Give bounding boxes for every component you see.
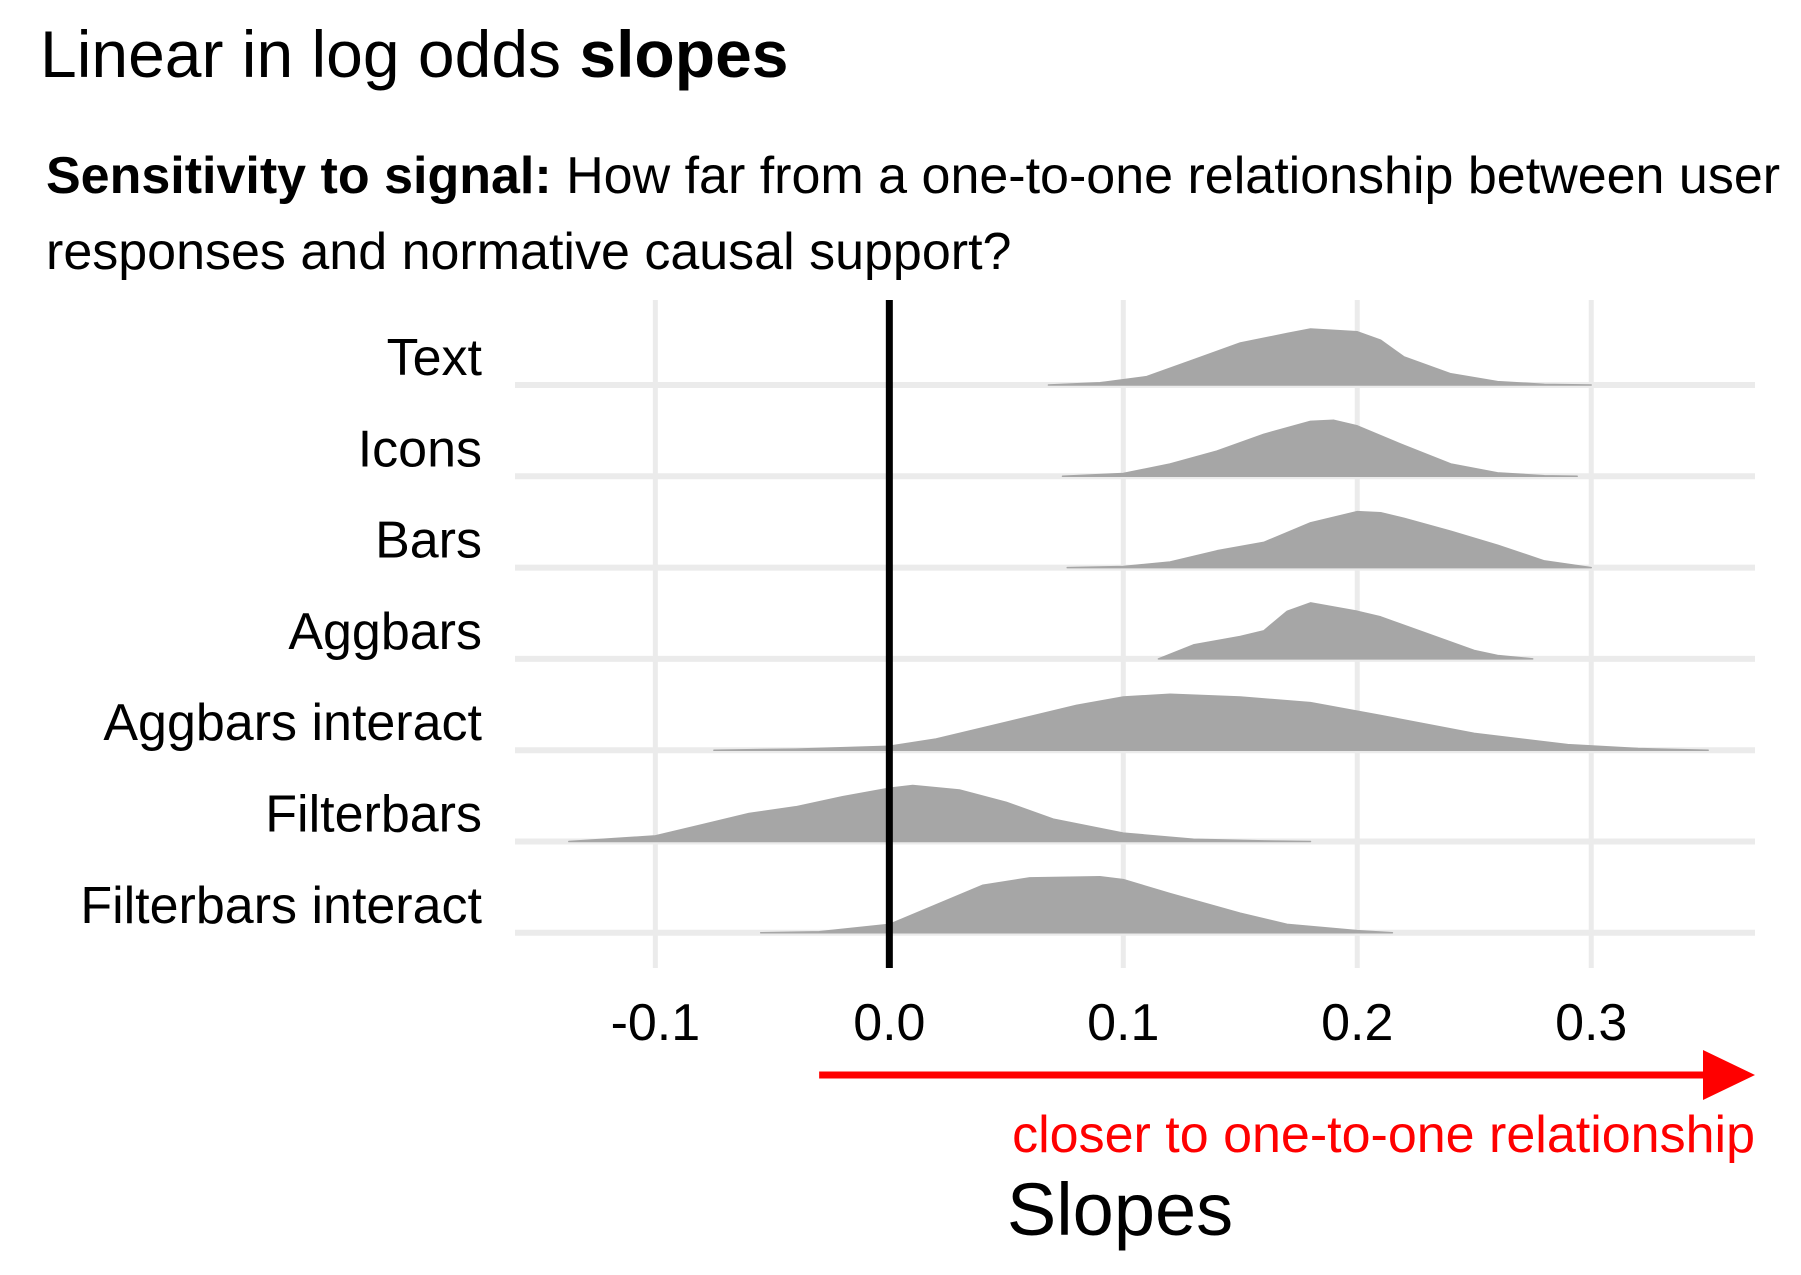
annotation-arrowhead xyxy=(1703,1050,1755,1100)
category-label: Aggbars xyxy=(288,603,482,661)
density-ridge xyxy=(759,876,1394,934)
x-tick-label: 0.2 xyxy=(1321,994,1393,1052)
category-label: Filterbars interact xyxy=(80,877,482,935)
annotation-text: closer to one-to-one relationship xyxy=(1012,1106,1755,1164)
x-axis-label: Slopes xyxy=(1007,1168,1233,1251)
chart-subtitle-text: How far from a one-to-one relationship b… xyxy=(46,147,1781,281)
x-tick-label: 0.3 xyxy=(1555,994,1627,1052)
density-ridge xyxy=(713,693,1709,751)
density-ridge xyxy=(568,784,1312,843)
chart-subtitle-bold: Sensitivity to signal: xyxy=(46,147,552,205)
chart-subtitle: Sensitivity to signal: How far from a on… xyxy=(46,138,1786,290)
category-label: Bars xyxy=(375,512,482,570)
category-label: Icons xyxy=(358,420,482,478)
category-label: Aggbars interact xyxy=(103,694,482,752)
density-rows xyxy=(515,328,1755,936)
x-tick-labels: -0.1 0.0 0.1 0.2 0.3 xyxy=(611,994,1628,1052)
category-label: Text xyxy=(387,329,483,387)
density-ridge xyxy=(1157,602,1534,660)
x-tick-label: 0.1 xyxy=(1087,994,1159,1052)
chart-title: Linear in log odds slopes xyxy=(40,12,788,96)
category-labels: Text Icons Bars Aggbars Aggbars interact Filt… xyxy=(80,329,482,935)
chart-title-prefix: Linear in log odds xyxy=(40,17,580,91)
category-label: Filterbars xyxy=(265,786,482,844)
chart-title-bold: slopes xyxy=(579,17,789,91)
vertical-gridlines xyxy=(652,300,1594,968)
direction-annotation: closer to one-to-one relationship xyxy=(819,1050,1755,1164)
density-ridge xyxy=(1047,328,1592,386)
density-ridge xyxy=(1066,510,1592,569)
x-tick-label: 0.0 xyxy=(853,994,925,1052)
density-ridge xyxy=(1061,419,1578,478)
x-tick-label: -0.1 xyxy=(611,994,701,1052)
